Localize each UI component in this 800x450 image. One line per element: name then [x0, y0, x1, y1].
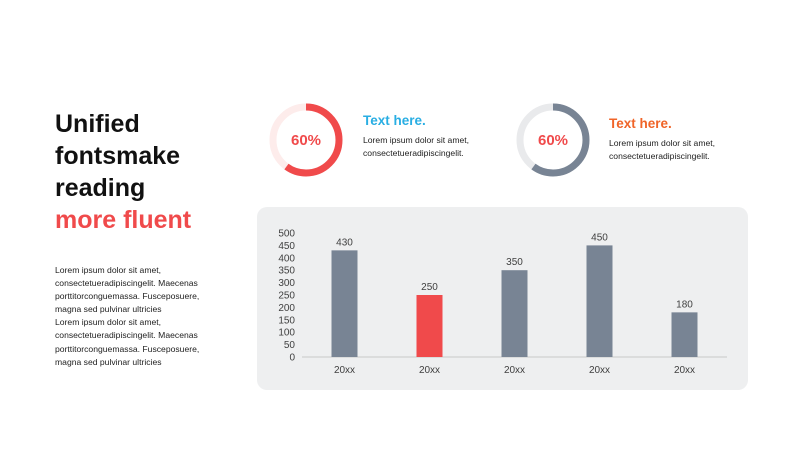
body-line: Lorem ipsum dolor sit amet,	[55, 265, 162, 275]
y-tick-label: 400	[278, 253, 295, 264]
bar-value-label: 430	[336, 237, 353, 248]
kpi-text-1: Text here. Lorem ipsum dolor sit amet, c…	[363, 113, 503, 160]
y-tick-label: 500	[278, 229, 295, 240]
y-tick-label: 50	[284, 340, 296, 351]
bar-chart: 05010015020025030035040045050043020xx250…	[278, 229, 727, 376]
body-paragraph: Lorem ipsum dolor sit amet, consectetuer…	[55, 264, 235, 369]
bar-value-label: 250	[421, 282, 438, 293]
progress-ring-1: 60%	[268, 102, 344, 178]
y-tick-label: 150	[278, 315, 295, 326]
kpi-heading: Text here.	[609, 116, 672, 131]
y-tick-label: 450	[278, 241, 295, 252]
body-line: consectetueradipiscingelit. Maecenas	[55, 330, 198, 341]
bar	[416, 295, 443, 357]
y-tick-label: 100	[278, 328, 295, 339]
x-tick-label: 20xx	[589, 365, 610, 376]
x-tick-label: 20xx	[504, 365, 525, 376]
title-line-1: Unified	[55, 110, 140, 138]
progress-percent-label: 60%	[537, 131, 569, 149]
kpi-text-2: Text here. Lorem ipsum dolor sit amet, c…	[609, 116, 749, 163]
kpi-desc-line: consectetueradipiscingelit.	[609, 151, 710, 162]
body-line: porttitorconguemassa. Fusceposuere,	[55, 291, 200, 302]
bar-value-label: 350	[506, 257, 523, 268]
title-line-2: fontsmake	[55, 142, 181, 170]
x-tick-label: 20xx	[334, 365, 355, 376]
y-tick-label: 350	[278, 266, 295, 277]
body-line: Lorem ipsum dolor sit amet,	[55, 317, 162, 328]
bar	[586, 245, 613, 357]
kpi-desc-line: Lorem ipsum dolor sit amet,	[609, 138, 716, 148]
y-tick-label: 200	[278, 303, 295, 314]
bar	[501, 270, 528, 357]
bar-value-label: 450	[591, 232, 608, 243]
y-tick-label: 0	[289, 353, 295, 364]
x-tick-label: 20xx	[674, 365, 695, 376]
slide-title: Unified fontsmake reading more fluent	[55, 108, 191, 236]
kpi-heading: Text here.	[363, 113, 426, 128]
body-line: consectetueradipiscingelit. Maecenas	[55, 278, 198, 289]
progress-percent-label: 60%	[290, 131, 322, 149]
bar-value-label: 180	[676, 299, 693, 310]
bar	[331, 250, 358, 357]
progress-ring-2: 60%	[515, 102, 591, 178]
chart-panel: 0 50 100 150 200 250 300 350 400 450 500 430 20xx 250…	[257, 207, 748, 390]
body-line: magna sed pulvinar ultricies	[55, 356, 162, 367]
body-line: porttitorconguemassa. Fusceposuere,	[55, 343, 200, 354]
y-tick-label: 250	[278, 291, 295, 302]
body-line: magna sed pulvinar ultricies	[55, 304, 162, 315]
kpi-desc-line: consectetueradipiscingelit.	[363, 148, 464, 159]
bar	[671, 312, 698, 357]
y-tick-label: 300	[278, 278, 295, 289]
x-tick-label: 20xx	[419, 365, 440, 376]
kpi-desc-line: Lorem ipsum dolor sit amet,	[363, 135, 470, 145]
title-line-3: reading	[55, 174, 146, 202]
title-accent-line: more fluent	[55, 206, 192, 234]
